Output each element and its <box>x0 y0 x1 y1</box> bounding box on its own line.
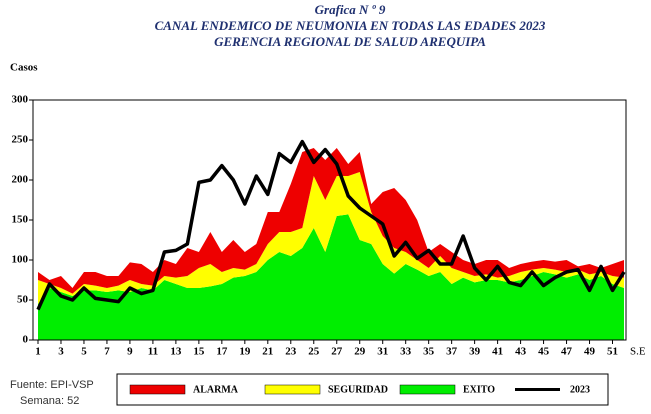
x-tick-label: 33 <box>400 346 412 358</box>
y-tick-label: 50 <box>17 294 29 306</box>
y-tick-label: 100 <box>12 254 29 266</box>
legend-label: SEGURIDAD <box>328 384 388 395</box>
legend-box <box>116 373 609 406</box>
footer: Fuente: EPI-VSP <box>10 379 94 391</box>
chart-title: CANAL ENDEMICO DE NEUMONIA EN TODAS LAS … <box>155 18 546 33</box>
x-tick-label: 49 <box>584 346 596 358</box>
x-tick-label: 41 <box>492 346 503 358</box>
x-tick-label: 27 <box>331 346 343 358</box>
legend-label: 2023 <box>570 384 590 395</box>
x-tick-label: 19 <box>239 346 251 358</box>
x-tick-label: 11 <box>148 346 158 358</box>
y-tick-label: 250 <box>12 134 29 146</box>
x-tick-label: 29 <box>354 346 366 358</box>
legend-label: EXITO <box>463 384 495 395</box>
x-tick-label: 25 <box>308 346 320 358</box>
x-tick-label: 45 <box>538 346 550 358</box>
area <box>38 172 624 304</box>
x-tick-label: 5 <box>81 346 87 358</box>
y-tick-label: 0 <box>23 334 29 346</box>
x-axis-label: S.E <box>630 346 646 358</box>
y-tick-label: 300 <box>12 94 29 106</box>
x-tick-label: 51 <box>607 346 618 358</box>
legend-swatch <box>264 384 321 395</box>
y-tick-label: 200 <box>12 174 29 186</box>
x-tick-label: 7 <box>104 346 110 358</box>
x-tick-label: 43 <box>515 346 527 358</box>
legend-swatch <box>399 384 456 395</box>
x-tick-label: 35 <box>423 346 435 358</box>
chart-title: Grafica N º 9 <box>315 2 386 17</box>
legend-swatch <box>129 384 186 395</box>
x-tick-label: 37 <box>446 346 458 358</box>
x-tick-label: 39 <box>469 346 481 358</box>
area <box>38 148 624 294</box>
x-tick-label: 23 <box>285 346 297 358</box>
footer: Semana: 52 <box>20 395 79 407</box>
x-tick-label: 1 <box>35 346 41 358</box>
x-tick-label: 31 <box>377 346 388 358</box>
chart-title: GERENCIA REGIONAL DE SALUD AREQUIPA <box>214 34 486 49</box>
y-axis-label: Casos <box>10 62 38 74</box>
x-tick-label: 9 <box>127 346 133 358</box>
x-tick-label: 21 <box>262 346 273 358</box>
x-tick-label: 15 <box>193 346 205 358</box>
area <box>38 214 624 340</box>
x-tick-label: 47 <box>561 346 573 358</box>
x-tick-label: 3 <box>58 346 64 358</box>
y-tick-label: 150 <box>12 214 29 226</box>
line <box>36 139 626 311</box>
x-tick-label: 13 <box>170 346 182 358</box>
legend-label: ALARMA <box>193 384 239 395</box>
x-tick-label: 17 <box>216 346 228 358</box>
